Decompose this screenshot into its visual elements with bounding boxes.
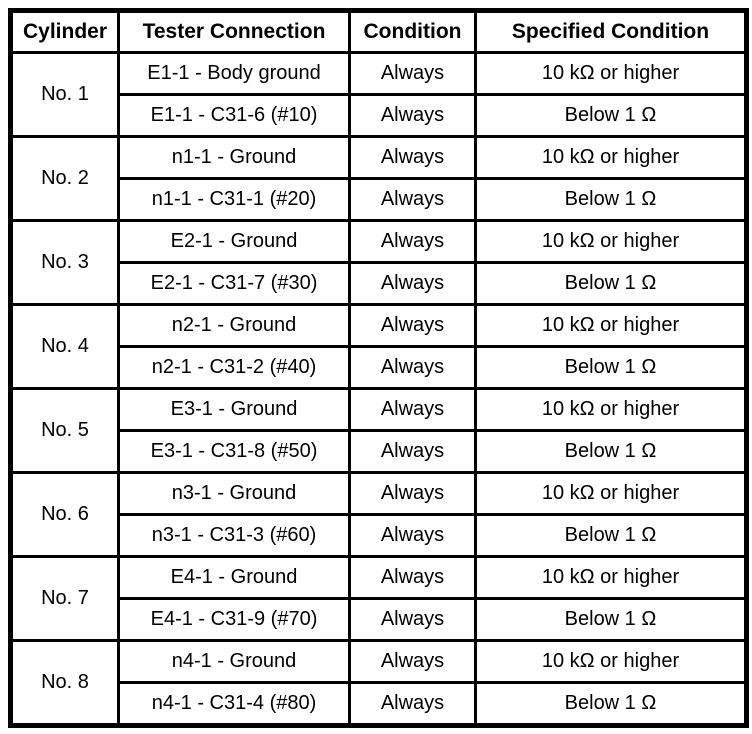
tester-connection-cell: E4-1 - Ground	[117, 555, 351, 600]
tester-connection-cell: n1-1 - Ground	[117, 135, 351, 180]
cylinder-group-3: No. 3 E2-1 - Ground Always 10 kΩ or high…	[9, 219, 748, 306]
cylinder-group-5: No. 5 E3-1 - Ground Always 10 kΩ or high…	[9, 387, 748, 474]
specified-condition-cell: 10 kΩ or higher	[474, 219, 748, 264]
header-specified-condition: Specified Condition	[474, 9, 748, 54]
header-tester-connection: Tester Connection	[117, 9, 351, 54]
specified-condition-cell: 10 kΩ or higher	[474, 303, 748, 348]
condition-cell: Always	[348, 261, 477, 306]
specified-condition-cell: Below 1 Ω	[474, 177, 748, 222]
condition-cell: Always	[348, 471, 477, 516]
specified-condition-cell: 10 kΩ or higher	[474, 135, 748, 180]
tester-connection-cell: E3-1 - C31-8 (#50)	[117, 429, 351, 474]
tester-connection-cell: E2-1 - C31-7 (#30)	[117, 261, 351, 306]
specified-condition-cell: 10 kΩ or higher	[474, 51, 748, 96]
specified-condition-cell: Below 1 Ω	[474, 93, 748, 138]
cylinder-cell: No. 8	[9, 639, 120, 727]
condition-cell: Always	[348, 303, 477, 348]
specified-condition-cell: Below 1 Ω	[474, 513, 748, 558]
tester-connection-cell: n2-1 - C31-2 (#40)	[117, 345, 351, 390]
table-row: No. 1 E1-1 - Body ground Always 10 kΩ or…	[9, 51, 748, 138]
condition-cell: Always	[348, 177, 477, 222]
table-row: No. 3 E2-1 - Ground Always 10 kΩ or high…	[9, 219, 748, 306]
tester-connection-cell: n4-1 - C31-4 (#80)	[117, 681, 351, 727]
cylinder-cell: No. 5	[9, 387, 120, 474]
table-row: E4-1 - C31-9 (#70) Always Below 1 Ω	[11, 597, 748, 642]
tester-connection-cell: E1-1 - C31-6 (#10)	[117, 93, 351, 138]
condition-cell: Always	[348, 639, 477, 684]
table-row: No. 6 n3-1 - Ground Always 10 kΩ or high…	[9, 471, 748, 558]
specified-condition-cell: 10 kΩ or higher	[474, 639, 748, 684]
table-row: No. 8 n4-1 - Ground Always 10 kΩ or high…	[9, 639, 748, 727]
condition-cell: Always	[348, 513, 477, 558]
table-row: E3-1 - C31-8 (#50) Always Below 1 Ω	[11, 429, 748, 474]
cylinder-cell: No. 1	[9, 51, 120, 138]
tester-connection-cell: n3-1 - Ground	[117, 471, 351, 516]
table-row: n4-1 - C31-4 (#80) Always Below 1 Ω	[11, 681, 748, 727]
tester-connection-cell: E3-1 - Ground	[117, 387, 351, 432]
table-row: n1-1 - C31-1 (#20) Always Below 1 Ω	[11, 177, 748, 222]
specified-condition-cell: 10 kΩ or higher	[474, 471, 748, 516]
cylinder-cell: No. 4	[9, 303, 120, 390]
header-row: Cylinder Tester Connection Condition Spe…	[9, 9, 748, 54]
tester-connection-cell: n2-1 - Ground	[117, 303, 351, 348]
table-row: n2-1 - C31-2 (#40) Always Below 1 Ω	[11, 345, 748, 390]
condition-cell: Always	[348, 429, 477, 474]
specified-condition-cell: Below 1 Ω	[474, 429, 748, 474]
table-row: No. 2 n1-1 - Ground Always 10 kΩ or high…	[9, 135, 748, 222]
condition-cell: Always	[348, 387, 477, 432]
tester-connection-cell: n1-1 - C31-1 (#20)	[117, 177, 351, 222]
condition-cell: Always	[348, 135, 477, 180]
resistance-spec-table: Cylinder Tester Connection Condition Spe…	[8, 8, 749, 728]
table-row: No. 5 E3-1 - Ground Always 10 kΩ or high…	[9, 387, 748, 474]
table-row: E1-1 - C31-6 (#10) Always Below 1 Ω	[11, 93, 748, 138]
specified-condition-cell: 10 kΩ or higher	[474, 387, 748, 432]
condition-cell: Always	[348, 93, 477, 138]
condition-cell: Always	[348, 51, 477, 96]
cylinder-cell: No. 7	[9, 555, 120, 642]
cylinder-group-8: No. 8 n4-1 - Ground Always 10 kΩ or high…	[9, 639, 748, 727]
cylinder-group-6: No. 6 n3-1 - Ground Always 10 kΩ or high…	[9, 471, 748, 558]
specified-condition-cell: Below 1 Ω	[474, 261, 748, 306]
condition-cell: Always	[348, 555, 477, 600]
tester-connection-cell: E2-1 - Ground	[117, 219, 351, 264]
header-condition: Condition	[348, 9, 477, 54]
specified-condition-cell: 10 kΩ or higher	[474, 555, 748, 600]
cylinder-group-1: No. 1 E1-1 - Body ground Always 10 kΩ or…	[9, 51, 748, 138]
specified-condition-cell: Below 1 Ω	[474, 345, 748, 390]
cylinder-cell: No. 6	[9, 471, 120, 558]
cylinder-group-4: No. 4 n2-1 - Ground Always 10 kΩ or high…	[9, 303, 748, 390]
table-row: n3-1 - C31-3 (#60) Always Below 1 Ω	[11, 513, 748, 558]
table-row: E2-1 - C31-7 (#30) Always Below 1 Ω	[11, 261, 748, 306]
table-row: No. 4 n2-1 - Ground Always 10 kΩ or high…	[9, 303, 748, 390]
tester-connection-cell: E1-1 - Body ground	[117, 51, 351, 96]
cylinder-cell: No. 2	[9, 135, 120, 222]
tester-connection-cell: n4-1 - Ground	[117, 639, 351, 684]
condition-cell: Always	[348, 219, 477, 264]
table-row: No. 7 E4-1 - Ground Always 10 kΩ or high…	[9, 555, 748, 642]
header-cylinder: Cylinder	[9, 9, 120, 54]
condition-cell: Always	[348, 681, 477, 727]
specified-condition-cell: Below 1 Ω	[474, 681, 748, 727]
cylinder-group-2: No. 2 n1-1 - Ground Always 10 kΩ or high…	[9, 135, 748, 222]
cylinder-cell: No. 3	[9, 219, 120, 306]
cylinder-group-7: No. 7 E4-1 - Ground Always 10 kΩ or high…	[9, 555, 748, 642]
tester-connection-cell: E4-1 - C31-9 (#70)	[117, 597, 351, 642]
condition-cell: Always	[348, 597, 477, 642]
tester-connection-cell: n3-1 - C31-3 (#60)	[117, 513, 351, 558]
specified-condition-cell: Below 1 Ω	[474, 597, 748, 642]
condition-cell: Always	[348, 345, 477, 390]
